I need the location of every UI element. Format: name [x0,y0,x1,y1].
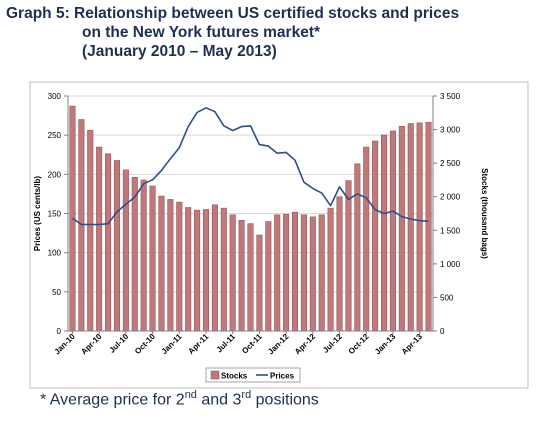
stocks-bar [372,140,379,332]
prices-line [72,107,429,226]
stocks-bar [256,234,263,332]
y2-tick-label: 3 000 [440,126,461,135]
caption-line-2: on the New York futures market* [82,24,321,41]
footnote-sup-rd: rd [241,389,252,401]
y-tick-label: 50 [52,288,61,297]
stocks-bar [345,180,352,332]
stocks-bar [389,130,396,332]
y-tick-label: 100 [48,249,62,258]
stocks-bar [96,146,103,332]
stocks-bar [149,185,156,332]
stocks-bar [265,221,272,332]
stocks-bar [407,123,414,332]
y-tick-label: 300 [48,92,62,101]
y-axis-title: Prices (US cents/lb) [33,176,42,251]
prices-line-group [72,107,429,226]
stocks-bar [283,213,290,332]
stocks-bar [327,207,334,332]
stocks-bar [176,201,183,332]
y2-tick-label: 500 [440,293,454,302]
footnote-mid: and 3 [196,391,242,409]
stocks-bar [336,196,343,332]
stocks-bar [425,121,432,332]
stocks-bars [69,105,432,332]
stocks-bar [185,207,192,332]
footnote-sup-nd: nd [184,389,197,401]
legend-stocks-swatch [210,370,220,380]
stocks-bar [300,214,307,332]
stocks-bar [158,195,165,332]
stocks-bar [309,216,316,332]
stocks-bar [398,125,405,332]
stocks-bar [202,209,209,332]
stocks-bar [220,207,227,332]
y2-tick-label: 3 500 [440,92,461,101]
footnote: * Average price for 2nd and 3rd position… [40,389,319,409]
footnote-prefix: * Average price for 2 [40,391,185,409]
stocks-bar [122,169,129,332]
stocks-bar [105,153,112,332]
y-tick-label: 200 [48,170,62,179]
caption-line-1: Graph 5: Relationship between US certifi… [6,5,460,22]
caption-line-3: (January 2010 – May 2013) [82,43,277,60]
stocks-bar [238,219,245,332]
y2-tick-label: 2 500 [440,159,461,168]
stocks-bar [140,179,147,332]
stocks-bar [354,163,361,332]
y2-tick-label: 2 000 [440,193,461,202]
stocks-bar [292,211,299,332]
y2-tick-label: 0 [440,327,445,336]
legend-box [205,367,301,383]
stocks-bar [318,214,325,332]
stocks-bar [416,122,423,332]
y-tick-label: 150 [48,210,62,219]
stocks-bar [87,129,94,332]
y-tick-label: 250 [48,131,62,140]
stocks-bar [194,209,201,332]
stocks-bar [363,146,370,332]
stocks-bar [167,199,174,332]
stocks-bar [131,176,138,332]
y2-tick-label: 1 000 [440,260,461,269]
stocks-bar [381,134,388,332]
legend-stocks-label: Stocks [221,372,248,381]
footnote-suffix: positions [251,391,319,409]
stocks-bar [211,204,218,332]
stocks-bar [274,214,281,332]
y2-tick-label: 1 500 [440,226,461,235]
y2-axis-title: Stocks (thousand bags) [480,168,489,259]
legend: Stocks Prices [205,367,301,383]
chart-caption: Graph 5: Relationship between US certifi… [6,4,536,61]
stocks-bar [113,160,120,332]
stocks-bar [229,214,236,332]
y-tick-label: 0 [57,327,62,336]
legend-prices-label: Prices [270,372,295,381]
stocks-bar [247,223,254,332]
